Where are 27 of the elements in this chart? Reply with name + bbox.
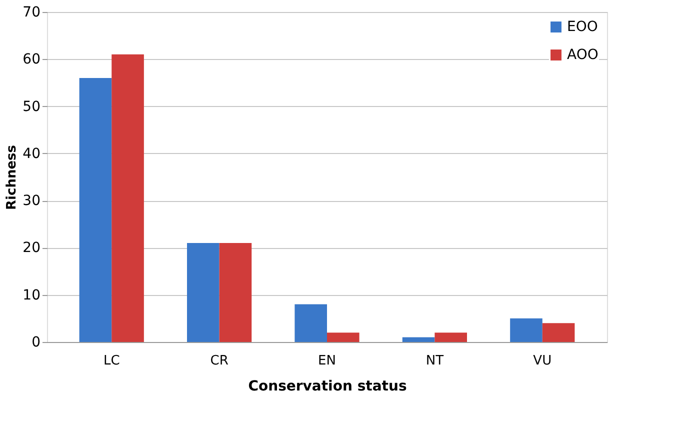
y-tick-label: 70 [22,4,40,20]
y-tick-label: 60 [22,52,40,68]
legend-label: EOO [567,19,598,35]
bar [402,337,435,342]
bar [327,332,360,342]
bar [294,304,327,342]
x-tick-label: LC [103,354,120,368]
bar [434,332,467,342]
y-tick-label: 20 [22,240,40,256]
bar [79,78,112,342]
bar [510,318,542,342]
x-tick-label: EN [318,354,336,368]
y-tick-label: 0 [32,334,40,350]
x-tick-label: VU [533,354,552,368]
y-tick-label: 10 [22,287,40,304]
x-axis-title: Conservation status [248,378,407,394]
y-tick-label: 40 [22,146,40,162]
y-tick-label: 30 [22,193,40,210]
bar [187,243,220,342]
y-tick-label: 50 [22,98,40,115]
bar [542,323,575,342]
x-tick-label: NT [426,354,444,368]
bar [112,54,144,342]
y-axis-title: Richness [4,144,20,210]
bar [219,243,252,342]
x-tick-label: CR [210,354,228,368]
legend-label: AOO [567,47,598,63]
